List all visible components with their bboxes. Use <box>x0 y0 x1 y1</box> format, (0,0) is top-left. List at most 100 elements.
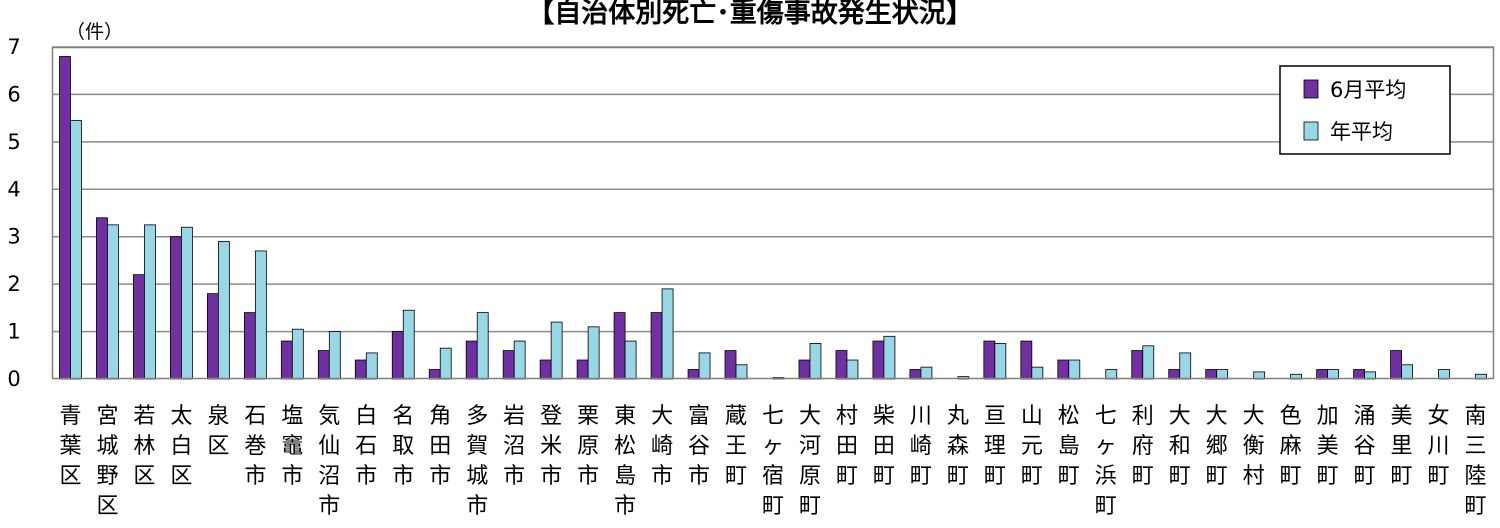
x-tick-label: 富谷市 <box>688 404 710 489</box>
bar-annual-average <box>144 224 156 380</box>
x-tick-label: 丸森町 <box>947 404 969 489</box>
chart-title: 【自治体別死亡･重傷事故発生状況】 <box>527 0 973 29</box>
bar-june-average <box>317 350 330 380</box>
x-tick-label: 若林区 <box>133 404 155 489</box>
bar-annual-average <box>291 328 304 380</box>
bar-annual-average <box>1068 359 1081 380</box>
bar-june-average <box>465 340 478 380</box>
x-tick-label: 色麻町 <box>1280 404 1302 489</box>
bar-annual-average <box>809 343 822 380</box>
bar-annual-average <box>217 241 230 380</box>
x-tick-label: 塩竈市 <box>281 404 303 489</box>
bar-annual-average <box>328 331 341 380</box>
bar-june-average <box>909 369 922 380</box>
bar-annual-average <box>1216 369 1229 380</box>
bar-annual-average <box>1105 369 1118 380</box>
bar-annual-average <box>846 359 859 380</box>
bar-annual-average <box>439 347 452 380</box>
bar-june-average <box>1353 369 1365 380</box>
x-axis-labels: 青葉区宮城野区若林区太白区泉区石巻市塩竈市気仙沼市白石市名取市角田市多賀城市岩沼… <box>59 404 1486 519</box>
bar-annual-average <box>476 312 489 380</box>
bar-june-average <box>613 312 626 380</box>
bar-annual-average <box>624 340 637 380</box>
x-tick-label: 岩沼市 <box>503 404 525 489</box>
x-tick-label: 大河原町 <box>799 404 821 519</box>
bar-june-average <box>983 340 996 380</box>
x-tick-label: 亘理町 <box>984 404 1006 489</box>
bar-annual-average <box>1179 352 1192 380</box>
bar-annual-average <box>735 364 748 380</box>
x-tick-label: 宮城野区 <box>96 404 118 519</box>
y-tick-label: 3 <box>7 225 20 249</box>
bar-june-average <box>170 236 182 380</box>
bar-june-average <box>1205 369 1218 380</box>
x-tick-label: 村田町 <box>836 404 858 489</box>
x-tick-label: 気仙沼市 <box>318 404 340 519</box>
gridlines <box>52 46 1494 333</box>
bar-june-average <box>133 274 145 380</box>
bar-marks <box>59 56 1487 380</box>
bar-annual-average <box>254 250 267 380</box>
x-tick-label: 蔵王町 <box>725 404 747 489</box>
x-tick-label: 大郷町 <box>1206 404 1228 489</box>
x-tick-label: 東松島市 <box>614 404 636 519</box>
x-tick-label: 七ヶ宿町 <box>762 404 784 519</box>
x-tick-label: 太白区 <box>170 404 192 489</box>
bar-june-average <box>798 359 811 380</box>
bar-june-average <box>428 369 441 380</box>
x-tick-label: 柴田町 <box>873 404 895 489</box>
x-tick-label: 女川町 <box>1428 404 1450 489</box>
bar-annual-average <box>365 352 378 380</box>
bar-june-average <box>280 340 293 380</box>
bar-june-average <box>835 350 848 380</box>
x-tick-label: 利府町 <box>1132 404 1154 489</box>
x-tick-label: 大衡村 <box>1243 404 1265 489</box>
bar-annual-average <box>883 335 896 380</box>
legend-label: 6月平均 <box>1330 78 1406 102</box>
bar-annual-average <box>181 226 193 380</box>
bar-june-average <box>872 340 885 380</box>
x-tick-label: 名取市 <box>392 404 414 489</box>
bar-june-average <box>576 359 589 380</box>
bar-june-average <box>1057 359 1070 380</box>
bar-june-average <box>206 293 219 380</box>
y-axis-unit-label: （件） <box>66 21 123 43</box>
bar-june-average <box>1020 340 1033 380</box>
bar-june-average <box>96 217 108 380</box>
x-tick-label: 南三陸町 <box>1465 404 1487 519</box>
bar-annual-average <box>587 326 600 380</box>
bar-annual-average <box>402 309 415 380</box>
x-tick-label: 七ヶ浜町 <box>1095 404 1117 519</box>
bar-june-average <box>1168 369 1181 380</box>
legend-swatch <box>1303 121 1319 141</box>
bar-annual-average <box>70 120 82 380</box>
legend-label: 年平均 <box>1330 120 1393 144</box>
bar-annual-average <box>698 352 711 380</box>
bar-june-average <box>1131 350 1144 380</box>
bar-annual-average <box>1031 366 1044 380</box>
bar-annual-average <box>1438 369 1450 380</box>
bar-june-average <box>724 350 737 380</box>
bar-annual-average <box>1327 369 1340 380</box>
y-tick-label: 5 <box>7 130 20 154</box>
x-tick-label: 美里町 <box>1391 404 1413 489</box>
x-tick-label: 涌谷町 <box>1354 404 1376 489</box>
bar-june-average <box>539 359 552 380</box>
y-tick-label: 6 <box>7 82 20 106</box>
bar-annual-average <box>1401 364 1413 380</box>
x-tick-label: 多賀城市 <box>466 404 488 519</box>
bar-annual-average <box>550 321 563 380</box>
y-tick-label: 0 <box>7 367 20 391</box>
bar-annual-average <box>994 343 1007 380</box>
x-tick-label: 泉区 <box>207 404 229 459</box>
bar-june-average <box>1316 369 1329 380</box>
y-tick-label: 2 <box>7 272 20 296</box>
plot-frame <box>51 46 1495 380</box>
y-tick-label: 4 <box>7 177 20 201</box>
x-tick-label: 大和町 <box>1169 404 1191 489</box>
bar-june-average <box>650 312 663 380</box>
bar-june-average <box>354 359 367 380</box>
x-tick-label: 白石市 <box>355 404 377 489</box>
bar-june-average <box>391 331 404 380</box>
